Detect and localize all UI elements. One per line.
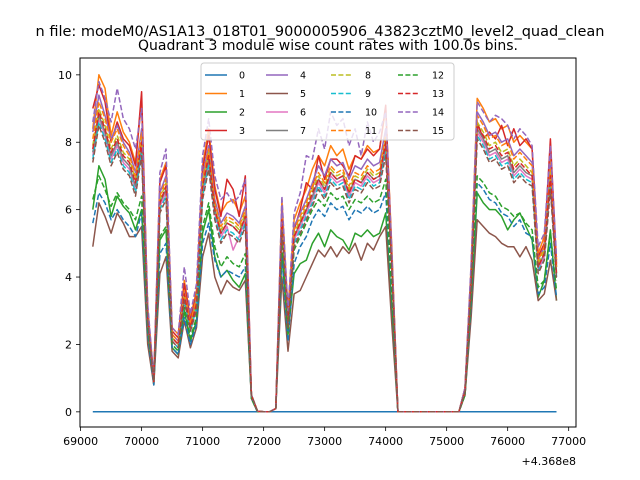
y-tick-label: 0 (65, 406, 72, 419)
legend-label-11: 11 (365, 126, 377, 137)
y-axis: 0 2 4 6 8 10 (58, 69, 80, 419)
y-tick-label: 8 (65, 136, 72, 149)
legend-label-13: 13 (432, 89, 444, 100)
legend-label-14: 14 (432, 108, 444, 119)
x-tick-label: 77000 (551, 435, 586, 448)
x-tick-label: 69000 (63, 435, 98, 448)
legend-label-6: 6 (300, 108, 306, 119)
legend-label-2: 2 (239, 108, 245, 119)
legend-label-5: 5 (300, 89, 306, 100)
x-tick-label: 72000 (246, 435, 281, 448)
series-line-13 (92, 111, 558, 413)
legend-label-8: 8 (365, 71, 371, 82)
chart-title: Quadrant 3 module wise count rates with … (138, 38, 518, 54)
x-tick-label: 75000 (429, 435, 464, 448)
figure-suptitle: n file: modeM0/AS1A13_018T01_9000005906_… (36, 24, 605, 40)
series-line-7 (92, 114, 558, 413)
series-line-10 (92, 181, 558, 413)
y-tick-label: 4 (65, 271, 72, 284)
x-tick-label: 70000 (124, 435, 159, 448)
series-line-12 (92, 175, 558, 413)
legend-label-10: 10 (365, 108, 377, 119)
x-axis: 69000 70000 71000 72000 73000 74000 75000 76000… (63, 427, 586, 448)
legend-label-1: 1 (239, 89, 245, 100)
legend-frame (200, 62, 455, 141)
x-offset-label: +4.368e8 (522, 455, 576, 468)
legend-label-15: 15 (432, 126, 444, 137)
x-tick-label: 76000 (490, 435, 525, 448)
legend-label-0: 0 (239, 71, 245, 82)
y-tick-label: 6 (65, 204, 72, 217)
series-line-5 (92, 202, 558, 413)
y-tick-label: 2 (65, 338, 72, 351)
legend-label-9: 9 (365, 89, 371, 100)
x-tick-label: 71000 (185, 435, 220, 448)
series-group (92, 74, 558, 413)
series-line-15 (92, 124, 558, 413)
y-tick-label: 10 (58, 69, 72, 82)
legend-label-3: 3 (239, 126, 245, 137)
legend-label-4: 4 (300, 71, 306, 82)
legend-label-7: 7 (300, 126, 306, 137)
series-line-14 (92, 80, 558, 413)
legend-label-12: 12 (432, 71, 444, 82)
plot-frame (79, 57, 577, 428)
x-tick-label: 73000 (307, 435, 342, 448)
x-tick-label: 74000 (368, 435, 403, 448)
